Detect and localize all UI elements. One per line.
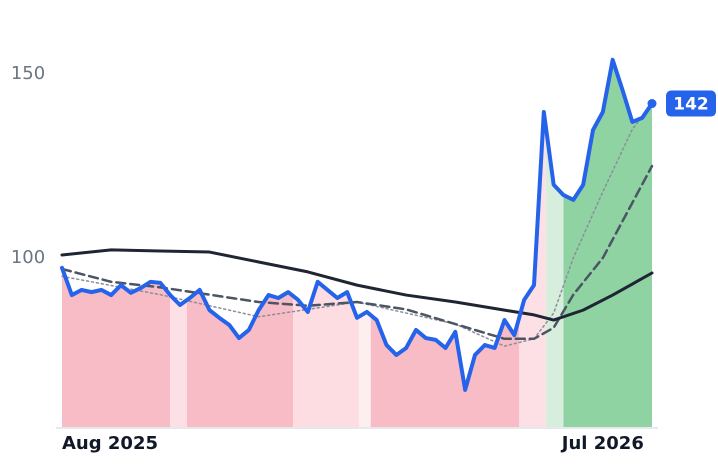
last-price-badge [666, 90, 716, 117]
series-line [60, 57, 654, 392]
series-line [61, 102, 653, 347]
series-line [60, 164, 654, 341]
band-area [293, 281, 359, 427]
band-area [62, 267, 171, 427]
y-tick-label: 100 [11, 247, 45, 268]
band-area [563, 59, 652, 427]
last-price-dot [647, 99, 657, 109]
y-tick-label: 150 [11, 63, 45, 84]
band-area [170, 295, 187, 427]
band-area [370, 315, 520, 427]
band-area [358, 311, 371, 427]
last-price-label: 142 [673, 95, 709, 115]
band-area [545, 126, 564, 427]
band-area [519, 112, 546, 427]
x-tick-label: Aug 2025 [62, 433, 158, 454]
series-line [60, 248, 654, 322]
x-tick-label: Jul 2026 [560, 433, 644, 454]
band-area [186, 289, 294, 427]
